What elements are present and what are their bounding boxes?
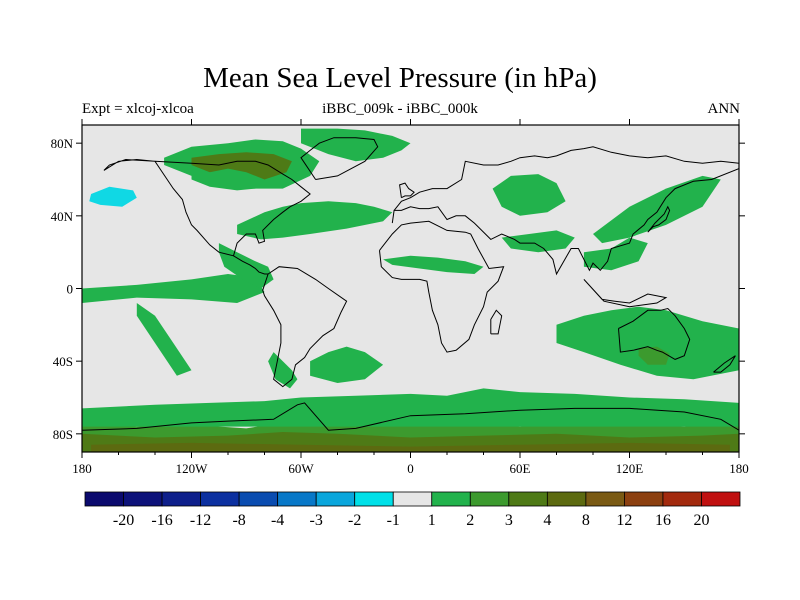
region-greenland-arctic [301,128,411,162]
coastline-central-america [233,255,269,275]
lat-tick-label: 40N [51,209,74,224]
region-southern-ocean-band [82,388,739,427]
region-europe-asia [492,174,566,216]
colorbar-swatch [431,491,471,507]
region-pacific-equatorial [82,274,265,303]
colorbar-label: -16 [151,512,172,529]
coastline-australia [618,307,691,360]
coastline-antarctica [82,402,739,431]
lon-tick-label: 180 [729,461,749,476]
colorbar-swatch [84,491,124,507]
colorbar-swatch [508,491,548,507]
colorbar-label: 16 [655,512,671,529]
colorbar-swatch [624,491,664,507]
lon-tick-label: 120E [616,461,644,476]
coastline-greenland [300,137,379,180]
lon-tick-label: 120W [176,461,209,476]
colorbar-label: -3 [310,512,323,529]
coastlines [82,137,739,431]
region-antarctic-deep [91,442,730,452]
chart-title: Mean Sea Level Pressure (in hPa) [203,62,597,94]
region-east-asia-south [583,237,648,271]
colorbar-label: -12 [190,512,211,529]
colorbar-label: 4 [543,512,551,529]
coastline-uk [399,182,415,199]
region-australia-south [638,346,670,365]
season-label: ANN [707,101,741,117]
colorbar-label: 8 [582,512,590,529]
colorbar-label: -4 [271,512,284,529]
coastline-north-america [103,158,311,257]
region-east-asia-north [593,175,721,244]
region-pacific-south-tongue [136,303,192,376]
colorbar-label: 3 [505,512,513,529]
region-south-america-south [268,352,298,389]
lon-tick-label: 60E [510,461,531,476]
experiment-label: Expt = xlcoj-xlcoa [82,101,194,117]
latitude-axis: 80N 40N 0 40S 80S [51,136,745,442]
coastline-africa [379,220,505,353]
coastline-madagascar [490,309,503,335]
lon-tick-label: 180 [72,461,92,476]
colorbar-swatch [392,491,433,507]
colorbar-swatch [315,491,356,507]
coastline-indonesia [583,279,668,308]
colorbar-swatch [662,491,702,507]
lat-tick-label: 0 [67,282,74,297]
colorbar-swatch [585,491,625,507]
lat-tick-label: 80N [51,136,74,151]
region-arabia-india [501,230,575,253]
coastline-south-america [262,266,348,388]
colorbar-swatch [123,491,163,507]
region-north-pacific-east [191,168,265,191]
colorbar-swatch [701,491,741,507]
colorbar-label: 12 [616,512,632,529]
colorbar-label: -2 [348,512,361,529]
colorbar-label: -8 [232,512,245,529]
lon-tick-label: 60W [288,461,314,476]
colorbar-swatch [161,491,201,507]
colorbar-swatch [238,491,279,507]
case-label: iBBC_009k - iBBC_000k [322,101,478,117]
colorbar: -20 -16 -12 -8 -4 -3 -2 -1 1 2 3 4 8 12 16 20 [84,491,741,529]
colorbar-swatch [546,491,587,507]
region-south-atlantic [310,346,384,383]
colorbar-swatch [469,491,510,507]
colorbar-swatch [277,491,317,507]
coastline-eurasia [391,146,739,276]
anomaly-regions [82,128,739,452]
colorbar-label: 2 [466,512,474,529]
colorbar-label: 20 [693,512,709,529]
colorbar-swatch [200,491,240,507]
lat-tick-label: 40S [53,354,73,369]
coastline-new-zealand [713,355,736,373]
region-north-pacific-cyan [89,186,137,207]
colorbar-swatch [354,491,394,507]
colorbar-label: -1 [387,512,400,529]
colorbar-label: -20 [113,512,134,529]
region-north-atlantic [237,201,393,240]
region-central-america [218,243,274,289]
coastline-japan [647,205,671,233]
lat-tick-label: 80S [53,427,73,442]
region-sw-pacific-shelf [684,339,736,376]
colorbar-label: 1 [428,512,436,529]
region-sahara-band [383,255,484,274]
lon-tick-label: 0 [407,461,414,476]
longitude-axis: 180 120W 60W 0 60E 120E 180 [72,119,749,476]
